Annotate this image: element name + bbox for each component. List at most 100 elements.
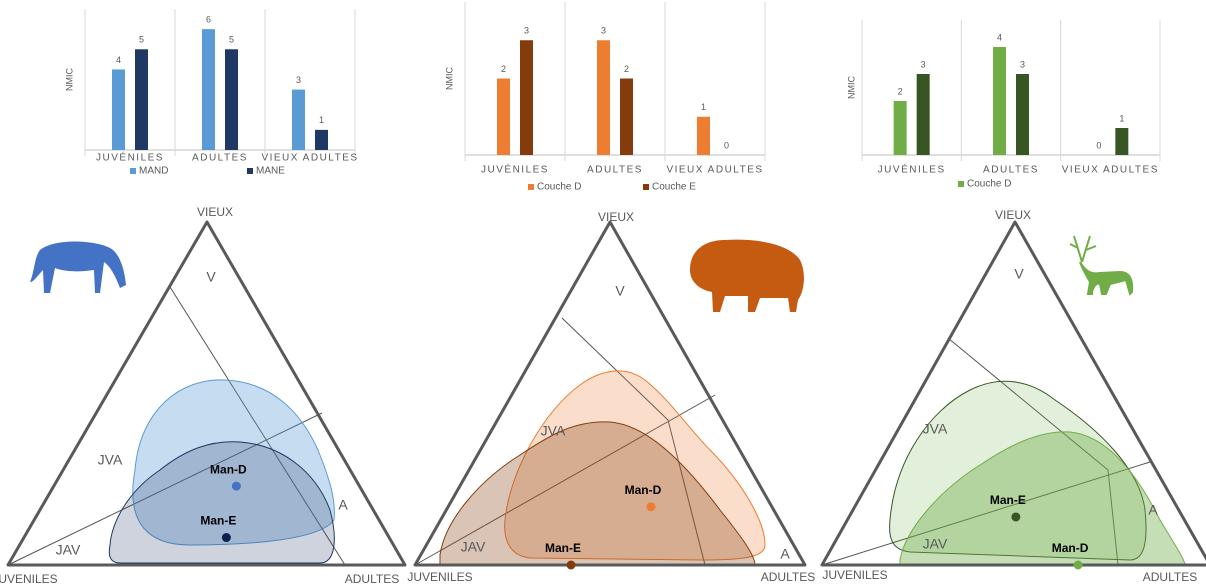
region-label: V [1014,266,1024,282]
data-label: 0 [724,140,729,150]
data-label: 3 [1020,59,1025,69]
data-label: 3 [601,26,606,36]
x-tick-label: JUVÉNILES [481,163,549,176]
bar [520,40,533,155]
legend-swatch [247,168,253,174]
point [646,502,656,512]
region-lines [7,286,1151,566]
x-tick-label: ADULTES [587,165,643,176]
legend-label: Couche D [537,182,581,193]
region-label: A [780,546,790,562]
bar [225,49,238,150]
x-tick-label: JUVÉNILES [878,163,946,176]
legend-label: MANE [256,166,285,177]
vertex-label: VIEUX [598,210,634,224]
data-label: 5 [139,35,144,45]
region-label: V [615,283,625,299]
horse-icon [30,241,126,293]
point-label: Man-E [990,493,1026,507]
region-label: A [338,497,348,513]
point-label: Man-E [545,541,581,555]
x-tick-label: ADULTES [983,165,1039,176]
legend-label: Couche D [967,179,1011,190]
triangle [820,220,1206,567]
data-label: 2 [898,86,903,96]
region-label: V [206,269,216,285]
x-tick-label: JUVÉNILES [96,151,164,164]
bar [1115,128,1129,155]
vertex-label: VIEUX [197,205,233,219]
blob [439,421,756,566]
bar [202,29,215,151]
x-tick-label: VIEUX ADULTES [261,153,358,164]
vertex-label: JUVENILES [822,568,887,582]
legend-label: Couche E [652,182,696,193]
point-label: Man-E [200,514,236,528]
bar [135,49,148,150]
region-label: JAV [923,536,948,552]
point-label: Man-D [210,462,247,476]
point [1073,560,1083,570]
triangle [6,220,407,567]
data-label: 1 [319,115,324,125]
data-label: 5 [229,35,234,45]
vertex-label: JUVENILES [0,572,58,586]
legend-swatch [130,168,136,174]
vertex-label: VIEUX [995,208,1031,222]
deer-icon [1069,235,1134,296]
bar [916,74,930,155]
data-label: 3 [921,59,926,69]
region-label: JVA [923,421,948,437]
x-tick-label: VIEUX ADULTES [1062,165,1159,176]
point [231,481,241,491]
region-line [821,337,1151,566]
bar [597,40,610,155]
region-label: JAV [56,542,81,558]
data-label: 1 [701,102,706,112]
point [1011,512,1021,522]
region-line [414,317,716,566]
blob [504,370,766,561]
region-line [7,286,346,566]
data-label: 6 [206,15,211,25]
region-label: JAV [461,539,486,555]
blob [132,379,335,546]
bar [893,101,907,155]
blobs [108,370,1186,566]
data-label: 3 [524,26,529,36]
triangle [413,220,807,567]
region-label: JVA [541,423,566,439]
bison-icon [690,239,804,312]
region-label: A [1148,502,1158,518]
bar [697,116,710,155]
blob [889,380,1147,561]
data-label: 0 [1096,140,1101,150]
blob [899,431,1186,566]
bar [497,78,510,155]
bar [993,47,1006,155]
data-label: 2 [501,64,506,74]
data-label: 1 [1119,113,1124,123]
blob [108,441,335,564]
vertex-label: JUVENILES [407,570,472,584]
legend-label: MAND [139,166,168,177]
vertex-label: ADULTES [761,570,815,584]
legend-swatch [528,184,534,190]
vertex-label: ADULTES [345,572,399,586]
x-tick-label: ADULTES [192,153,248,164]
bar [620,78,633,155]
bar [1016,74,1029,155]
point [566,560,576,570]
data-label: 3 [296,75,301,85]
y-axis-label: NMIC [64,68,74,91]
vertex-label: ADULTES [1143,570,1197,584]
x-tick-label: VIEUX ADULTES [666,165,763,176]
bar [292,89,305,150]
point [221,533,231,543]
data-label: 2 [624,64,629,74]
y-axis-label: NMIC [846,76,856,99]
bar [112,69,125,150]
data-label: 4 [997,32,1002,42]
data-label: 4 [116,55,121,65]
